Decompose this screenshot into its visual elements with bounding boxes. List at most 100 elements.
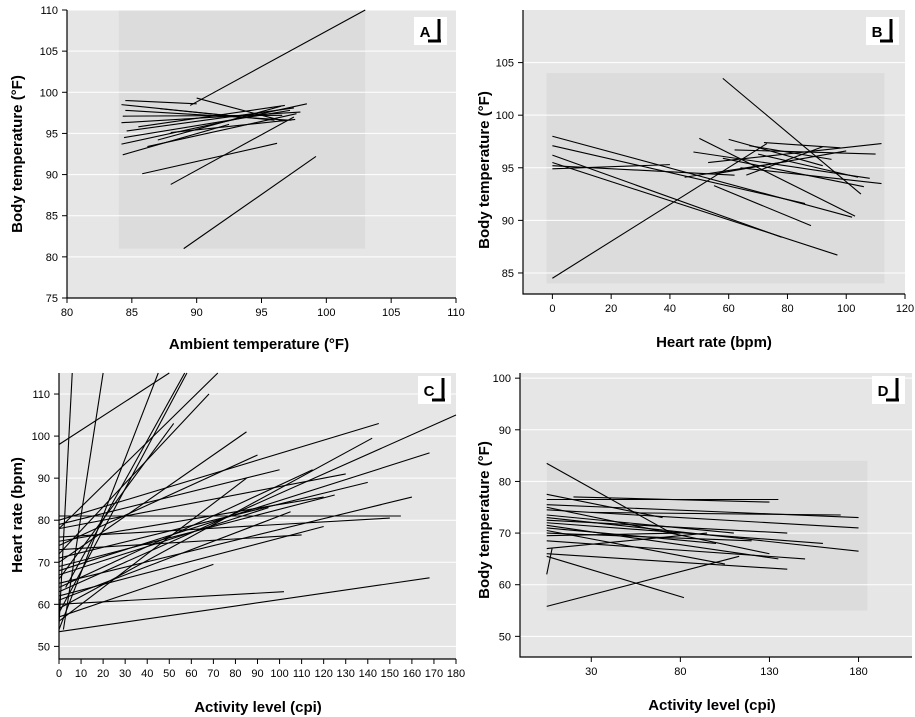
panel-a-gridlines (67, 9, 456, 299)
panel-c-regression-line (58, 469, 280, 525)
panel-c-series (58, 372, 457, 633)
panel-c-regression-line (58, 517, 390, 538)
panel-b-label-box: B (866, 17, 899, 45)
panel-b-regression-line (728, 138, 823, 167)
panel-b-regression-line (693, 151, 870, 179)
panel-d-regression-line (546, 506, 770, 555)
panel-c-regression-line (58, 577, 430, 633)
panel-a-regression-line (142, 142, 278, 175)
panel-a-x-tick-label: 100 (317, 307, 335, 319)
panel-c-label: C (424, 383, 435, 400)
panel-a-regression-line (170, 118, 296, 134)
panel-d-x-tick-label: 30 (585, 666, 597, 678)
panel-d-regression-line (546, 514, 734, 534)
panel-a-regression-line (189, 9, 366, 106)
panel-b-x-tick-label: 60 (723, 303, 735, 315)
panel-c-y-tick-label: 50 (38, 641, 50, 653)
panel-b-axes (522, 10, 905, 295)
panel-c-regression-line (58, 591, 284, 605)
panel-b-ticks: 0 20 40 60 80 100 120 85 90 95 100 105 (496, 58, 915, 315)
panel-d-ticks: 30 80 130 180 50 60 70 80 90 100 (493, 373, 868, 678)
panel-a-regression-line (121, 111, 301, 124)
panel-a-y-tick-label: 100 (40, 87, 58, 99)
panel-b-regression-line (722, 157, 864, 188)
panel-c-x-tick-label: 10 (75, 668, 87, 680)
panel-c-regression-line (58, 372, 170, 445)
panel-b-x-tick-label: 80 (781, 303, 793, 315)
panel-a-shaded-region (118, 10, 366, 249)
panel-c-x-tick-label: 20 (97, 668, 109, 680)
panel-c: 0 10 20 30 40 50 60 70 80 90 100 110 120 130 140 150 160… (9, 372, 466, 716)
panel-b-regression-line (552, 143, 768, 279)
panel-d-x-tick-label: 130 (760, 666, 778, 678)
panel-a-x-tick-label: 105 (382, 307, 400, 319)
panel-d-regression-line (546, 540, 806, 560)
panel-d-y-tick-label: 60 (499, 580, 511, 592)
panel-a-y-tick-label: 95 (46, 128, 58, 140)
panel-d-regression-line (546, 522, 823, 544)
panel-d-regression-line (546, 532, 681, 537)
panel-c-regression-line (58, 525, 324, 597)
panel-c-x-tick-label: 140 (359, 668, 377, 680)
panel-a-regression-line (170, 116, 295, 185)
panel-c-x-tick-label: 30 (119, 668, 131, 680)
panel-a-regression-line (125, 99, 197, 105)
panel-c-regression-line (58, 477, 247, 622)
panel-c-regression-line (58, 496, 413, 584)
panel-d-regression-line (546, 555, 740, 607)
panel-c-regression-line (58, 511, 291, 601)
panel-c-label-box: C (418, 376, 451, 404)
panel-b-regression-line (552, 161, 838, 256)
panel-c-y-axis-title: Heart rate (bpm) (9, 457, 26, 573)
panel-c-regression-line (58, 372, 219, 530)
panel-b: 0 20 40 60 80 100 120 85 90 95 100 105 Heart rate (… (476, 10, 914, 351)
panel-a-y-tick-label: 105 (40, 46, 58, 58)
panel-d-regression-line (546, 493, 663, 519)
panel-a-y-tick-label: 90 (46, 170, 58, 182)
panel-c-y-tick-label: 110 (32, 389, 50, 401)
panel-b-x-tick-label: 40 (664, 303, 676, 315)
panel-b-y-tick-label: 100 (496, 110, 514, 122)
panel-d-y-tick-label: 50 (499, 631, 511, 643)
panel-d-label-box: D (872, 376, 905, 404)
panel-b-regression-line (713, 185, 812, 227)
panel-b-x-tick-label: 0 (549, 303, 555, 315)
panel-d: 30 80 130 180 50 60 70 80 90 100 Activity level (… (476, 373, 912, 714)
panel-d-x-axis-title: Activity level (cpi) (648, 697, 776, 714)
panel-c-y-tick-label: 70 (38, 557, 50, 569)
panel-a-y-tick-label: 80 (46, 252, 58, 264)
panel-a-label-box: A (414, 17, 447, 45)
panel-c-x-tick-label: 180 (447, 668, 465, 680)
panel-b-regression-line (763, 141, 841, 149)
panel-d-regression-line (546, 532, 708, 550)
panel-d-regression-line (591, 511, 841, 516)
panel-d-shaded-region (546, 460, 868, 611)
panel-c-x-tick-label: 120 (314, 668, 332, 680)
panel-b-x-axis-title: Heart rate (bpm) (656, 334, 772, 351)
panel-c-x-tick-label: 130 (337, 668, 355, 680)
panel-c-x-tick-label: 50 (163, 668, 175, 680)
panel-d-regression-line (546, 555, 685, 599)
panel-c-regression-line (58, 481, 368, 559)
panel-c-x-tick-label: 0 (56, 668, 62, 680)
panel-b-regression-line (684, 160, 788, 178)
panel-c-x-tick-label: 70 (207, 668, 219, 680)
panel-c-x-tick-label: 90 (251, 668, 263, 680)
panel-d-regression-line (573, 496, 770, 503)
panel-b-y-axis-title: Body temperature (°F) (476, 91, 493, 249)
panel-b-regression-line (722, 77, 862, 195)
panel-c-x-tick-label: 100 (270, 668, 288, 680)
panel-c-regression-line (58, 422, 379, 521)
panel-d-regression-line (546, 527, 717, 544)
panel-a-regression-line (125, 109, 292, 121)
panel-c-x-tick-label: 60 (185, 668, 197, 680)
panel-c-regression-line (58, 431, 247, 563)
panel-c-x-axis-title: Activity level (cpi) (194, 699, 322, 716)
panel-a-x-tick-label: 80 (61, 307, 73, 319)
panel-d-label: D (878, 383, 889, 400)
panel-c-ticks: 0 10 20 30 40 50 60 70 80 90 100 110 120 130 140 150 160… (32, 389, 466, 680)
panel-a-y-tick-label: 110 (40, 5, 58, 17)
panel-a-x-tick-label: 95 (255, 307, 267, 319)
